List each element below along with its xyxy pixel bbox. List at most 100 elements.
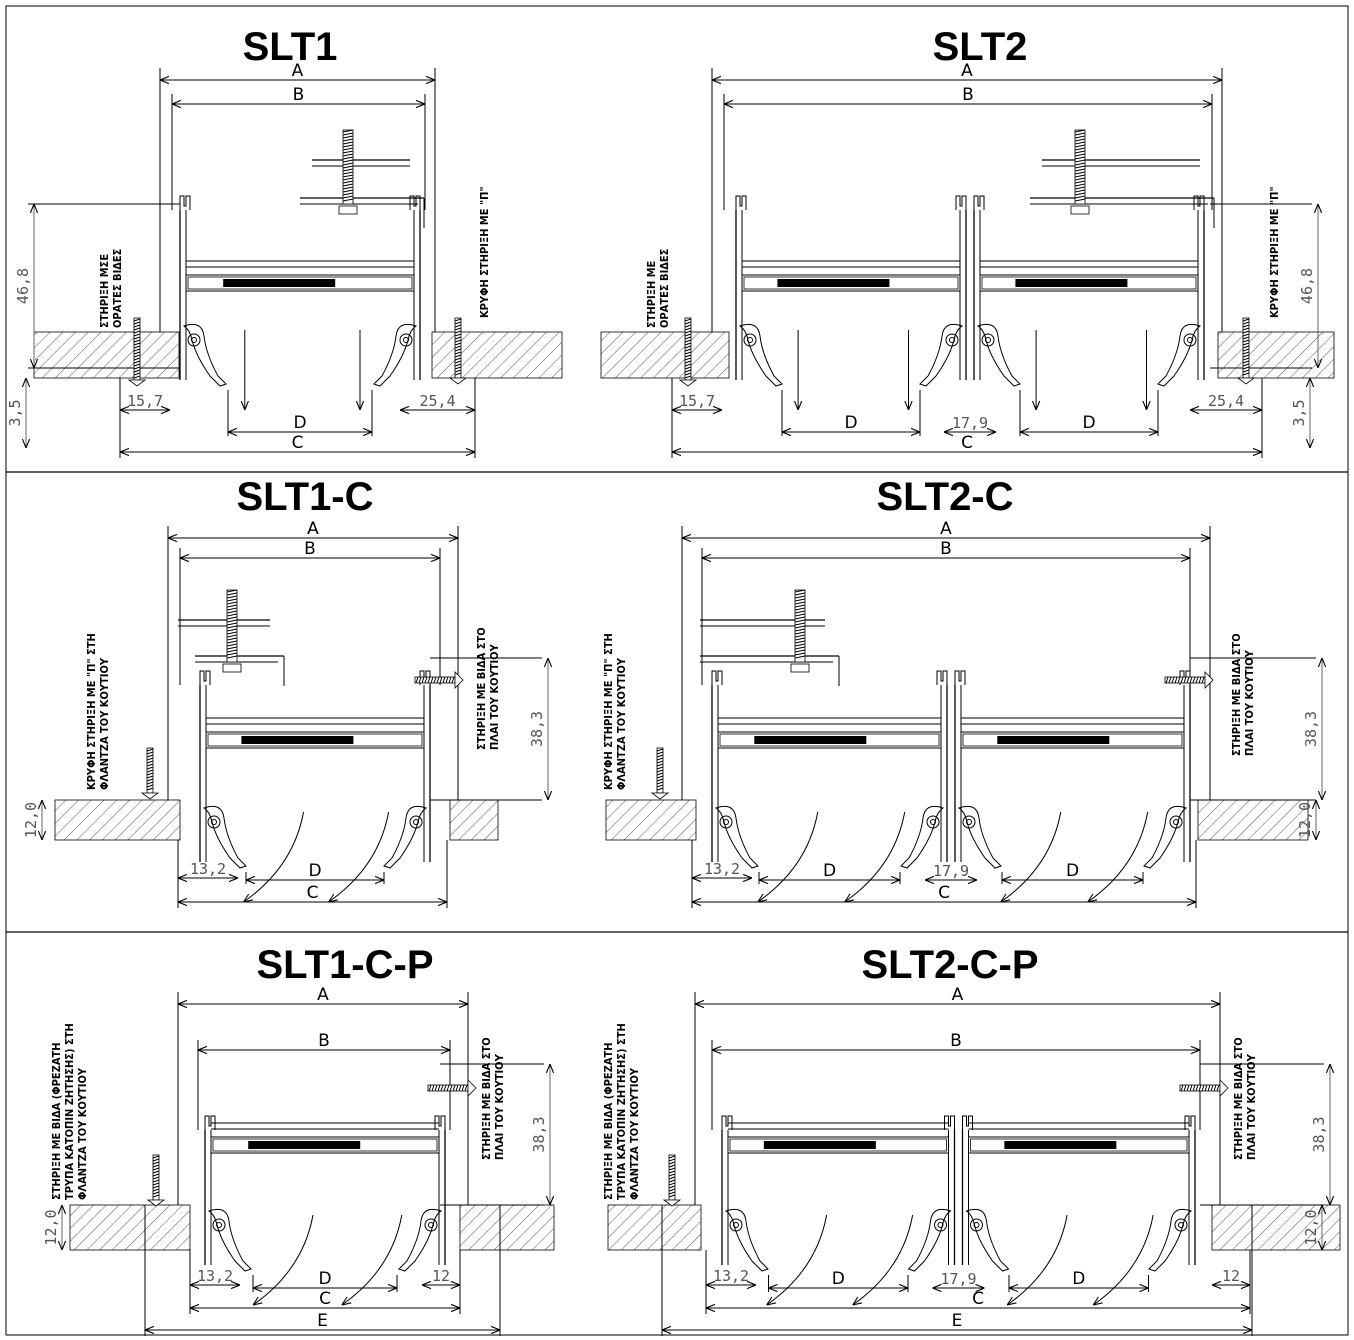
screw-thread [152, 1164, 160, 1168]
dim-d-label: D [1082, 413, 1095, 433]
screw-thread [1242, 342, 1250, 346]
screw-thread [684, 336, 692, 340]
rod-thread [226, 634, 238, 638]
screw-thread [656, 781, 664, 785]
damper-bar [763, 1141, 876, 1149]
screw-thread [1174, 676, 1178, 684]
mounting-note-left: ΚΡΥΦΗ ΣΤΗΡΙΞΗ ΜΕ "Π" ΣΤΗ [85, 633, 98, 790]
panel-title: SLT1-C [236, 475, 373, 519]
rod-thread [342, 135, 354, 139]
screw-thread [668, 1188, 676, 1192]
screw-thread [656, 751, 664, 755]
dim-e-label: E [952, 1311, 963, 1331]
rod-thread [1074, 129, 1086, 133]
screw-thread [684, 327, 692, 331]
rod-thread [226, 607, 238, 611]
rod-thread [342, 189, 354, 193]
screw-thread [133, 357, 141, 361]
screw-thread [1242, 336, 1250, 340]
airflow-arrow-icon [853, 1214, 914, 1305]
deflector-blade [373, 323, 418, 387]
screw-thread [1242, 330, 1250, 334]
dim-d-label: D [293, 413, 306, 433]
damper-bar [777, 279, 890, 287]
rod-thread [794, 628, 806, 632]
rod-thread [226, 592, 238, 596]
rod-thread [1074, 174, 1086, 178]
screw-thread [449, 1084, 453, 1092]
rod-thread [342, 129, 354, 133]
dim-b-label: B [293, 85, 305, 105]
screw-thread [684, 318, 692, 322]
dim-mullion-label: 17,9 [952, 414, 988, 432]
rod-thread [1074, 132, 1086, 136]
airflow-arrow-icon [1093, 1214, 1154, 1305]
screw-thread [146, 781, 154, 785]
dim-left-flange-label: 15,7 [679, 392, 715, 410]
rod-thread [1074, 168, 1086, 172]
rod-thread [1074, 144, 1086, 148]
screw-thread [445, 676, 449, 684]
screw-thread [454, 366, 462, 370]
rod-thread [226, 652, 238, 656]
screw-thread [454, 324, 462, 328]
screw-thread [152, 1170, 160, 1174]
rod-thread [794, 613, 806, 617]
screw-thread [1242, 345, 1250, 349]
screw-thread [433, 676, 437, 684]
dim-d-label: D [318, 1269, 331, 1289]
deflector-blade [714, 805, 759, 869]
dim-flange-label: 3,5 [1290, 399, 1308, 426]
screw-thread [668, 1155, 676, 1159]
deflector-blade [738, 323, 783, 387]
rod-thread [342, 177, 354, 181]
screw-thread [668, 1170, 676, 1174]
screw-thread [656, 748, 664, 752]
rod-thread [342, 198, 354, 202]
screw-thread [684, 357, 692, 361]
rod-thread [342, 168, 354, 172]
screw-thread [421, 676, 425, 684]
screw-thread [434, 1084, 438, 1092]
rod-thread [342, 156, 354, 160]
screw-thread [133, 330, 141, 334]
screw-thread [133, 327, 141, 331]
screw-thread [1183, 1084, 1187, 1092]
screw-thread [454, 345, 462, 349]
dim-c-label: C [938, 883, 950, 903]
dim-e-label: E [317, 1311, 328, 1331]
profile-clip [1184, 1115, 1196, 1130]
screw-thread [1216, 1084, 1220, 1092]
screw-thread [1180, 676, 1184, 684]
dim-b-label: B [318, 1031, 330, 1051]
mounting-note-right: ΣΤΗΡΙΞΗ ΜΕ ΒΙΔΑ ΣΤΟ [480, 1037, 493, 1160]
rod-thread [794, 640, 806, 644]
screw-thread [1242, 372, 1250, 376]
dim-b-label: B [950, 1031, 962, 1051]
screw-thread [454, 321, 462, 325]
dim-height-label: 46,8 [14, 268, 32, 304]
dim-d-label: D [844, 413, 857, 433]
rod-thread [1074, 171, 1086, 175]
rod-thread [342, 183, 354, 187]
screw-thread [133, 372, 141, 376]
rod-thread [226, 589, 238, 593]
screw-thread [454, 318, 462, 322]
screw-thread [1210, 1084, 1214, 1092]
airflow-arrow-icon [253, 1214, 314, 1305]
screw-thread [1198, 1084, 1202, 1092]
screw-thread [656, 754, 664, 758]
dim-height-label: 38,3 [528, 711, 546, 747]
deflector-blade [1148, 1208, 1193, 1272]
rod-thread [342, 150, 354, 154]
dim-c-label: C [961, 433, 973, 453]
mounting-note-right: ΣΤΗΡΙΞΗ ΜΕ ΒΙΔΑ ΣΤΟ [1232, 1037, 1245, 1160]
airflow-arrow-icon [758, 811, 819, 902]
profile-clip [409, 195, 421, 210]
screw-head-icon [678, 379, 698, 387]
blade-pivot-icon [729, 1218, 743, 1232]
screw-thread [1192, 1084, 1196, 1092]
screw-thread [1242, 321, 1250, 325]
screw-thread [440, 1084, 444, 1092]
screw-thread [1186, 676, 1190, 684]
